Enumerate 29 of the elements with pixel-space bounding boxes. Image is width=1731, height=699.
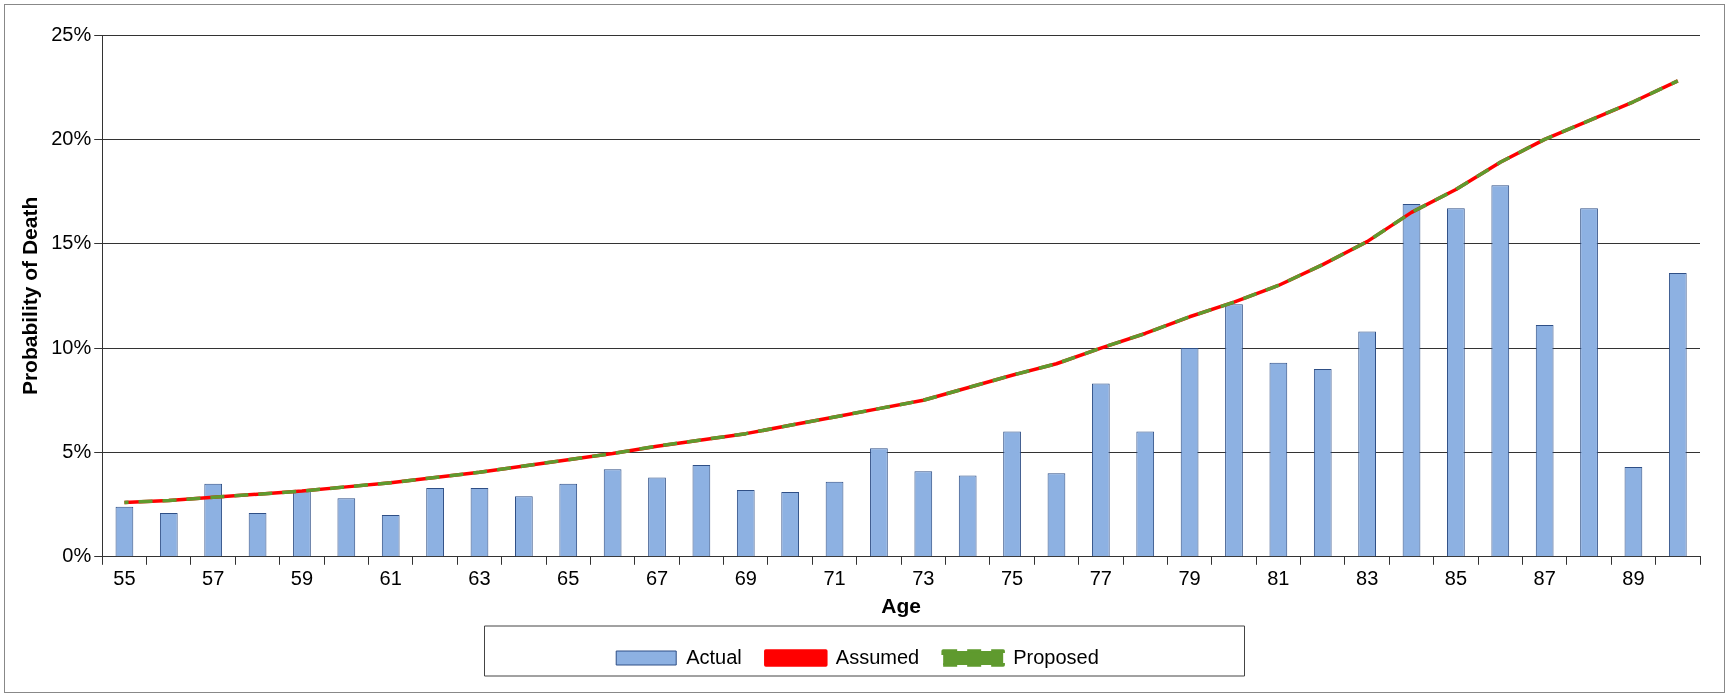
x-tick-label: 57 (202, 567, 225, 590)
x-tick-label: 59 (290, 567, 314, 590)
y-tick-label: 25% (51, 22, 92, 45)
y-tick-label: 10% (51, 335, 92, 358)
x-tick-label: 67 (645, 567, 669, 590)
x-tick-label: 79 (1178, 567, 1201, 590)
x-tick-label: 65 (557, 567, 580, 590)
x-axis-title: Age (881, 594, 921, 618)
x-tick-label: 69 (734, 567, 757, 590)
x-tick-label: 63 (468, 567, 491, 590)
legend-label: Assumed (835, 645, 920, 668)
x-tick-label: 89 (1622, 567, 1645, 590)
x-tick-label: 77 (1089, 567, 1112, 590)
x-tick-label: 83 (1356, 567, 1379, 590)
x-tick-label: 71 (823, 567, 846, 590)
y-tick-label: 15% (51, 231, 92, 254)
legend-label: Actual (686, 645, 742, 668)
x-tick-label: 75 (1000, 567, 1024, 590)
x-tick-label: 61 (379, 567, 402, 590)
x-tick-label: 73 (912, 567, 935, 590)
y-tick-label: 5% (62, 439, 92, 462)
x-tick-label: 87 (1533, 567, 1556, 590)
y-tick-label: 0% (62, 544, 92, 567)
legend-label: Proposed (1013, 645, 1099, 668)
x-tick-label: 81 (1267, 567, 1290, 590)
x-tick-label: 85 (1444, 567, 1468, 590)
y-tick-label: 20% (51, 126, 92, 149)
x-tick-label: 55 (113, 567, 136, 590)
y-axis-title: Probability of Death (18, 196, 42, 396)
